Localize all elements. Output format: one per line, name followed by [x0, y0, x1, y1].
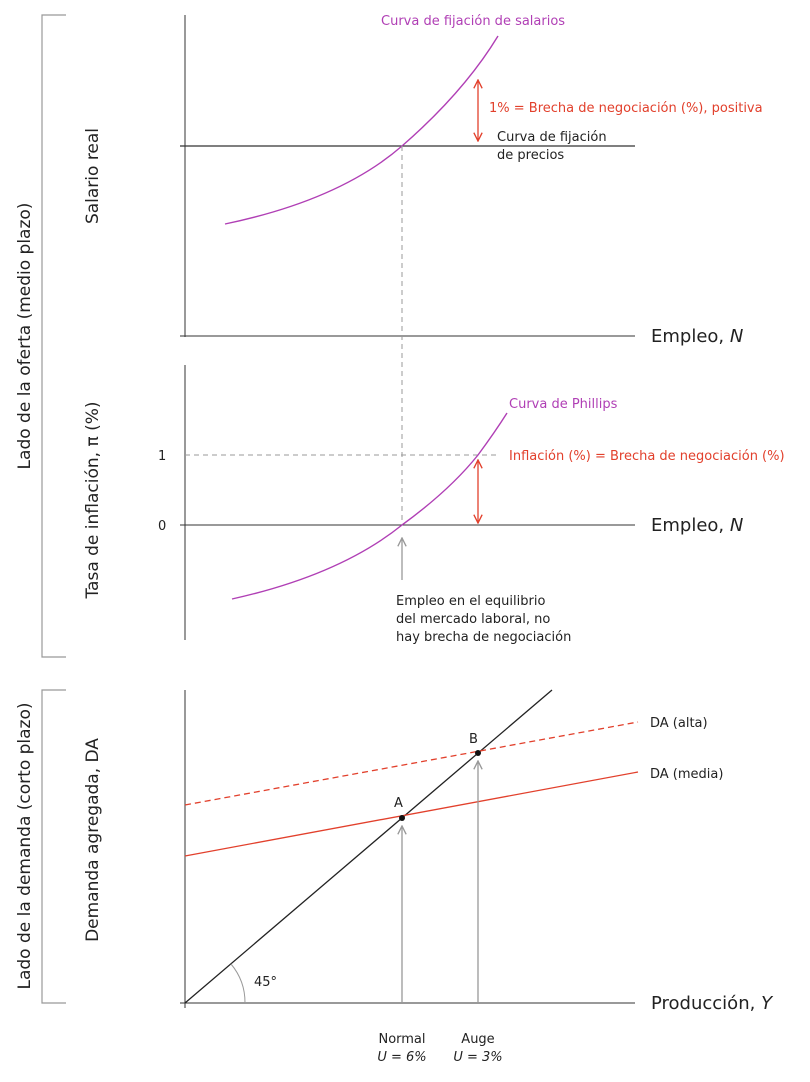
point-a — [399, 815, 405, 821]
45-degree-line — [184, 689, 553, 1004]
inflation-gap-label: Inflación (%) = Brecha de negociación (%… — [509, 449, 785, 464]
phillips-label: Curva de Phillips — [509, 397, 618, 412]
normal-unemployment: U = 6% — [377, 1050, 426, 1065]
price-setting-label-2: de precios — [497, 148, 564, 163]
inflation-axis-label: Tasa de inflación, π (%) — [83, 401, 103, 599]
aggregate-demand-axis-label: Demanda agregada, DA — [83, 738, 103, 942]
equilibrium-note: Empleo en el equilibrio del mercado labor… — [396, 594, 571, 645]
da-high-line — [184, 721, 639, 806]
demand-side-label: Lado de la demanda (corto plazo) — [15, 702, 35, 989]
point-a-label: A — [394, 796, 403, 811]
middle-x-axis-label: Empleo, N — [651, 515, 743, 536]
supply-side-label: Lado de la oferta (medio plazo) — [15, 203, 35, 470]
bargaining-gap-label: 1% = Brecha de negociación (%), positiva — [489, 101, 763, 116]
wage-setting-curve — [224, 35, 499, 225]
normal-label: Normal — [378, 1032, 425, 1047]
point-b — [475, 750, 481, 756]
boom-unemployment: U = 3% — [453, 1050, 502, 1065]
real-wage-axis-label: Salario real — [83, 128, 103, 224]
bottom-x-axis-label: Producción, Y — [651, 993, 774, 1014]
top-x-axis-label: Empleo, N — [651, 326, 743, 347]
point-b-label: B — [469, 732, 478, 747]
phillips-curve — [231, 412, 508, 600]
price-setting-label: Curva de fijación — [497, 130, 607, 145]
45-degree-arc — [230, 963, 246, 1004]
tick-0: 0 — [158, 519, 166, 534]
45-degree-label: 45° — [254, 975, 277, 990]
tick-1: 1 — [158, 449, 166, 464]
da-mid-label: DA (media) — [650, 767, 723, 782]
da-mid-line — [184, 771, 639, 857]
wage-setting-label: Curva de fijación de salarios — [381, 14, 565, 29]
supply-bracket — [41, 14, 66, 658]
da-high-label: DA (alta) — [650, 716, 708, 731]
demand-bracket — [41, 689, 66, 1004]
boom-label: Auge — [461, 1032, 494, 1047]
